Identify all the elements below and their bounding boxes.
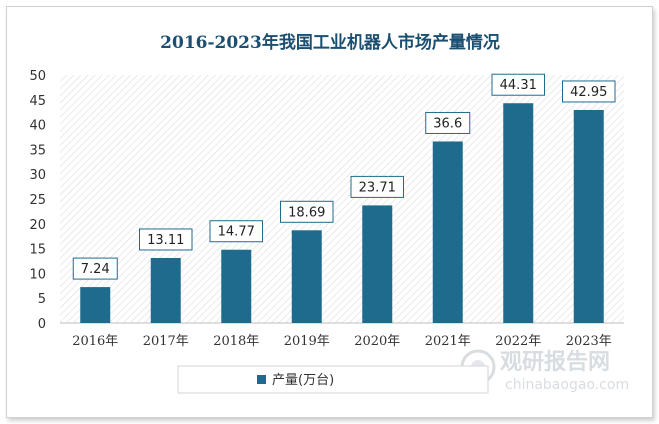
y-tick-label: 5 [38,292,46,307]
x-tick-label: 2020年 [354,334,400,349]
bars-group [80,103,604,323]
y-tick-label: 20 [29,218,46,233]
x-tick-label: 2021年 [425,334,471,349]
x-tick-label: 2022年 [495,334,541,349]
y-tick-label: 10 [29,267,46,282]
data-label-box [209,220,263,243]
data-label-box [491,73,545,96]
data-labels-group: 7.24 13.11 14.77 18.69 23.71 36.6 44.31 42.95 [72,73,616,280]
x-axis: 2016年 2017年 2018年 2019年 2020年 2021年 2022年 2023年 [72,334,612,349]
y-tick-label: 30 [29,168,46,183]
x-tick-label: 2023年 [566,334,612,349]
data-label-box [425,111,471,134]
y-axis: 0 5 10 15 20 25 30 35 40 45 50 [29,69,46,332]
watermark-url: chinabaogao.com [505,377,629,393]
data-label: 23.71 [359,180,396,195]
data-label: 7.24 [81,262,110,277]
chart-title: 2016-2023年我国工业机器人市场产量情况 [160,32,500,53]
data-label-box [280,200,334,223]
plot-area [60,75,624,323]
watermark: 观研报告网 chinabaogao.com [460,349,629,393]
bar [573,109,604,323]
bar [221,249,252,323]
data-label-box [139,228,193,251]
bar [362,205,393,323]
data-label-box [72,257,118,280]
legend-label: 产量(万台) [272,373,334,388]
data-label-box [350,175,404,198]
bar [503,103,534,323]
data-label-box [562,80,616,103]
x-tick-label: 2017年 [143,334,189,349]
data-label: 13.11 [147,233,184,248]
x-tick-label: 2019年 [284,334,330,349]
bar [432,141,463,323]
bar [291,230,322,323]
data-label: 36.6 [433,116,462,131]
x-tick-label: 2018年 [213,334,259,349]
watermark-name: 观研报告网 [500,350,610,375]
legend: 产量(万台) [177,365,489,394]
y-tick-label: 25 [29,193,46,208]
data-label: 18.69 [288,205,325,220]
data-label: 44.31 [500,78,537,93]
y-tick-label: 0 [38,317,46,332]
x-tick-label: 2016年 [72,334,118,349]
legend-box [177,365,489,394]
y-tick-label: 50 [29,69,46,84]
y-tick-label: 45 [29,94,46,109]
y-tick-label: 40 [29,119,46,134]
legend-swatch [257,375,266,384]
data-label: 42.95 [570,85,607,100]
y-tick-label: 35 [29,143,46,158]
y-tick-label: 15 [29,243,46,258]
bar [80,287,111,323]
data-label: 14.77 [218,225,255,240]
bar [150,257,181,323]
